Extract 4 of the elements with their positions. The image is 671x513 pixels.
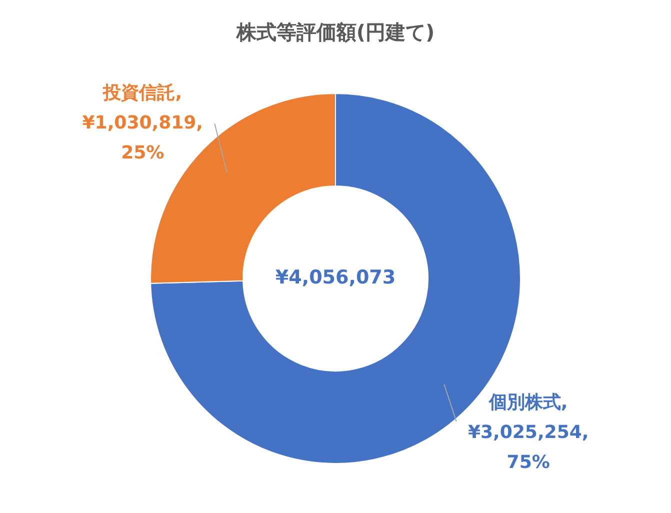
slice-label: 投資信託, ¥1,030,819, 25% — [82, 82, 203, 164]
text: ¥4,056,073 — [275, 266, 396, 288]
slice-label: 個別株式, ¥3,025,254, 75% — [468, 392, 589, 474]
chart-title: 株式等評価額(円建て) — [235, 20, 435, 44]
